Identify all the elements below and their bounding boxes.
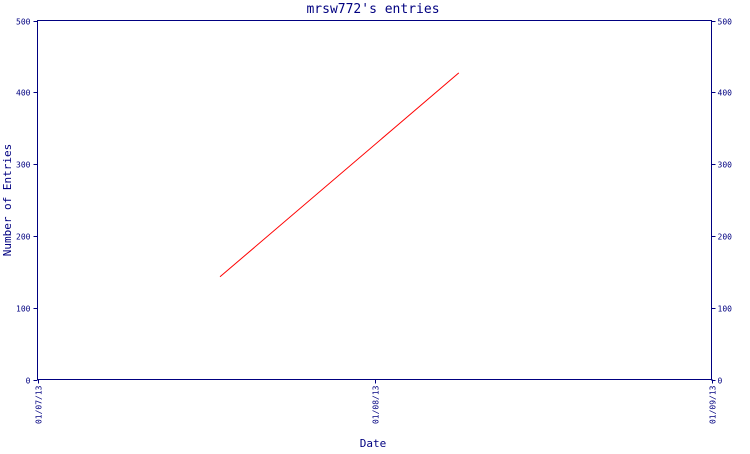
y-tick-label-left: 0	[26, 377, 31, 386]
x-tick-label: 01/07/13	[35, 385, 44, 424]
y-axis-label: Number of Entries	[1, 144, 14, 257]
y-axis-left: 0 100 200 300 400 500	[16, 18, 38, 386]
y-tick-label-right: 500	[718, 18, 733, 27]
y-tick-label-right: 100	[718, 305, 733, 314]
x-axis-label: Date	[360, 437, 387, 450]
plot-area-frame	[37, 20, 712, 380]
series-line	[219, 72, 460, 278]
series-layer	[219, 72, 460, 278]
y-tick-label-left: 500	[16, 18, 31, 27]
chart-title: mrsw772's entries	[306, 2, 439, 17]
y-tick-label-right: 200	[718, 233, 733, 242]
x-tick-label: 01/09/13	[709, 385, 718, 424]
x-axis: 01/07/13 01/08/13 01/09/13	[35, 379, 718, 424]
y-tick-label-left: 200	[16, 233, 31, 242]
y-tick-label-left: 400	[16, 89, 31, 98]
y-axis-right: 0 100 200 300 400 500	[711, 18, 733, 386]
y-tick-label-right: 300	[718, 161, 733, 170]
y-tick-label-right: 400	[718, 89, 733, 98]
y-tick-label-right: 0	[718, 377, 723, 386]
y-tick-label-left: 300	[16, 161, 31, 170]
y-tick-label-left: 100	[16, 305, 31, 314]
x-tick-label: 01/08/13	[372, 385, 381, 424]
